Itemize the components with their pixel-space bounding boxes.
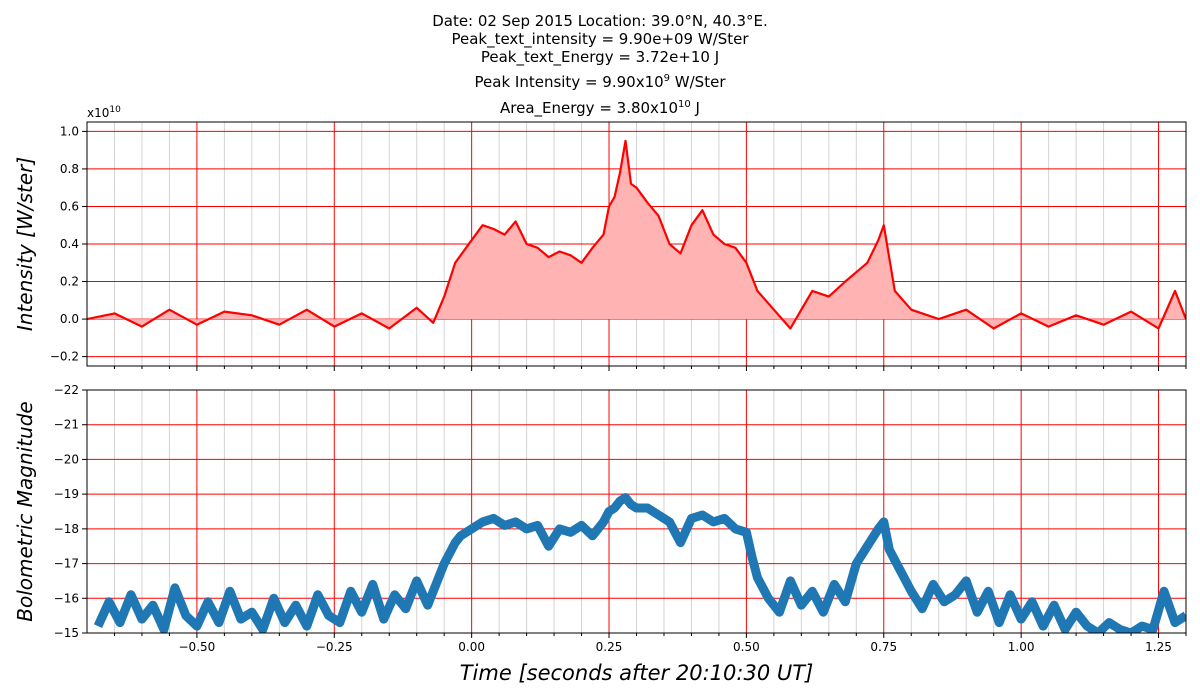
x-tick-label: 1.00	[1008, 640, 1035, 654]
x-tick-label: −0.25	[316, 640, 353, 654]
y-tick-label: −19	[54, 487, 79, 501]
x-tick-label: 0.00	[458, 640, 485, 654]
title-line-peak-intensity: Peak Intensity = 9.90x109 W/Ster	[0, 73, 1200, 91]
area-energy-exponent: 10	[678, 99, 691, 110]
y-offset-exponent: 10	[109, 105, 121, 115]
magnitude-series-line	[93, 493, 1186, 633]
x-tick-label: 0.25	[596, 640, 623, 654]
y-tick-label: 1.0	[60, 124, 79, 138]
intensity-panel: −0.2 0.0 0.2 0.4 0.6 0.8 1.0 Intensity [W/ster]…	[13, 105, 1187, 371]
x-tick-label: 0.75	[870, 640, 897, 654]
title-line-peak-text-intensity: Peak_text_intensity = 9.90e+09 W/Ster	[451, 30, 749, 48]
y-tick-label: 0.4	[60, 237, 79, 251]
peak-intensity-exponent: 9	[663, 73, 671, 84]
y-tick-label: 0.2	[60, 275, 79, 289]
y-tick-label: −15	[54, 626, 79, 640]
title-line-date-location: Date: 02 Sep 2015 Location: 39.0°N, 40.3…	[432, 12, 768, 30]
y-offset-text: x1010	[87, 105, 121, 120]
y-axis-label: Bolometric Magnitude	[13, 401, 37, 621]
y-tick-label: −16	[54, 591, 79, 605]
title-line-peak-text-energy: Peak_text_Energy = 3.72e+10 J	[480, 48, 720, 66]
peak-intensity-unit: W/Ster	[670, 73, 726, 91]
y-tick-label: −18	[54, 522, 79, 536]
peak-intensity-text: Peak Intensity = 9.90x10	[474, 73, 664, 91]
y-axis-label: Intensity [W/ster]	[13, 157, 37, 331]
area-energy-unit: J	[690, 99, 700, 117]
y-tick-label: 0.6	[60, 199, 79, 213]
y-tick-label: −21	[54, 418, 79, 432]
area-energy-text: Area_Energy = 3.80x10	[500, 99, 679, 117]
y-tick-label: −20	[54, 452, 79, 466]
x-axis-label: Time [seconds after 20:10:30 UT]	[460, 661, 814, 685]
y-tick-label: −17	[54, 557, 79, 571]
y-tick-label: 0.8	[60, 162, 79, 176]
y-tick-label: −22	[54, 383, 79, 397]
intensity-series-line	[87, 139, 1186, 330]
x-tick-label: 0.50	[733, 640, 760, 654]
y-tick-label: −0.2	[50, 350, 79, 364]
y-tick-label: 0.0	[60, 312, 79, 326]
x-tick-label: −0.50	[179, 640, 216, 654]
intensity-area-fill	[87, 140, 1186, 329]
magnitude-panel: −22 −21 −20 −19 −18 −17 −16 −15 −0.50 −0.25 0.00 0.…	[13, 383, 1187, 685]
y-offset-base: x10	[87, 106, 109, 120]
x-tick-label: 1.25	[1145, 640, 1172, 654]
title-line-area-energy: Area_Energy = 3.80x1010 J	[0, 99, 1200, 117]
